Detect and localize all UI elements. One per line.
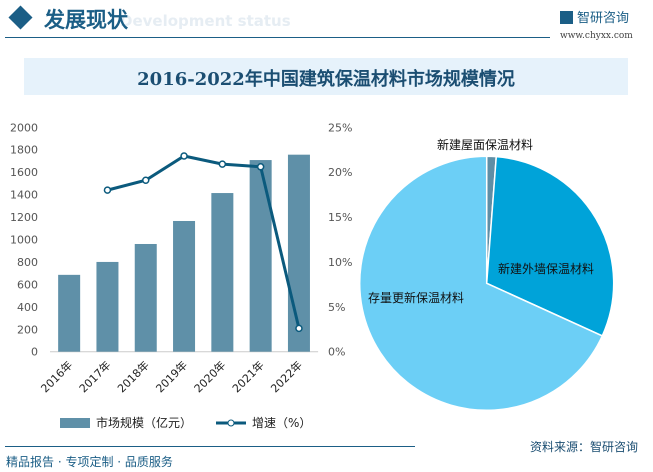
y-left-tick: 1800 <box>10 144 38 157</box>
section-title: 发展现状 <box>44 8 128 32</box>
legend-line-label: 增速（%） <box>252 416 312 430</box>
growth-point <box>142 176 150 185</box>
pie-label: 存量更新保温材料 <box>368 290 464 305</box>
growth-point <box>103 186 112 194</box>
growth-point <box>256 163 265 171</box>
x-tick-label: 2016年 <box>38 358 75 395</box>
bar <box>211 193 234 352</box>
x-tick-label: 2020年 <box>191 358 228 395</box>
y-right-tick: 0% <box>328 346 345 359</box>
growth-point <box>180 152 188 160</box>
y-left-tick: 600 <box>17 278 38 291</box>
pie-label: 新建外墙保温材料 <box>498 261 594 276</box>
bar <box>249 160 272 352</box>
title-band <box>24 58 628 95</box>
x-tick-label: 2021年 <box>229 358 266 395</box>
brand-logo: 智研咨询 <box>560 7 629 26</box>
y-left-tick: 2000 <box>10 121 38 134</box>
y-left-tick: 0 <box>31 346 38 359</box>
legend-bar-label: 市场规模（亿元） <box>96 416 193 430</box>
y-right-tick: 5% <box>328 301 345 314</box>
chart-title: 2016-2022年中国建筑保温材料市场规模情况 <box>137 69 515 90</box>
legend: 市场规模（亿元） 增速（%） <box>60 414 311 431</box>
bar <box>96 261 119 352</box>
bar <box>58 274 81 352</box>
x-tick-label: 2017年 <box>76 358 113 395</box>
y-left-tick: 400 <box>17 301 38 314</box>
growth-point <box>295 324 303 333</box>
y-left-tick: 1600 <box>10 166 38 179</box>
bar <box>173 220 196 352</box>
pie-label: 新建屋面保温材料 <box>437 137 533 152</box>
brand-url: www.chyxx.com <box>560 31 633 41</box>
x-tick-label: 2019年 <box>153 358 190 395</box>
y-right-tick: 20% <box>328 166 352 179</box>
y-right-tick: 15% <box>328 211 352 224</box>
growth-point <box>218 160 227 168</box>
source-note: 资料来源：智研咨询 <box>530 440 639 454</box>
header-divider <box>5 37 550 38</box>
pie-slice <box>485 155 615 337</box>
pie-slice <box>358 155 604 411</box>
logo-text: 智研咨询 <box>577 11 630 26</box>
logo-icon <box>560 11 573 24</box>
bar <box>134 243 157 352</box>
legend-line-swatch <box>216 419 247 426</box>
growth-line <box>107 154 301 329</box>
y-right-tick: 25% <box>328 121 352 134</box>
y-left-tick: 800 <box>17 256 38 269</box>
footer-divider <box>5 446 415 447</box>
y-left-tick: 1000 <box>10 234 38 247</box>
x-tick-label: 2018年 <box>114 358 151 395</box>
y-right-tick: 10% <box>328 256 352 269</box>
y-left-tick: 1200 <box>10 211 38 224</box>
legend-bar-swatch <box>60 417 90 428</box>
y-left-tick: 1400 <box>10 189 38 202</box>
footer-slogan: 精品报告 · 专项定制 · 品质服务 <box>6 455 173 469</box>
x-tick-label: 2022年 <box>268 358 305 395</box>
y-left-tick: 200 <box>17 323 38 336</box>
